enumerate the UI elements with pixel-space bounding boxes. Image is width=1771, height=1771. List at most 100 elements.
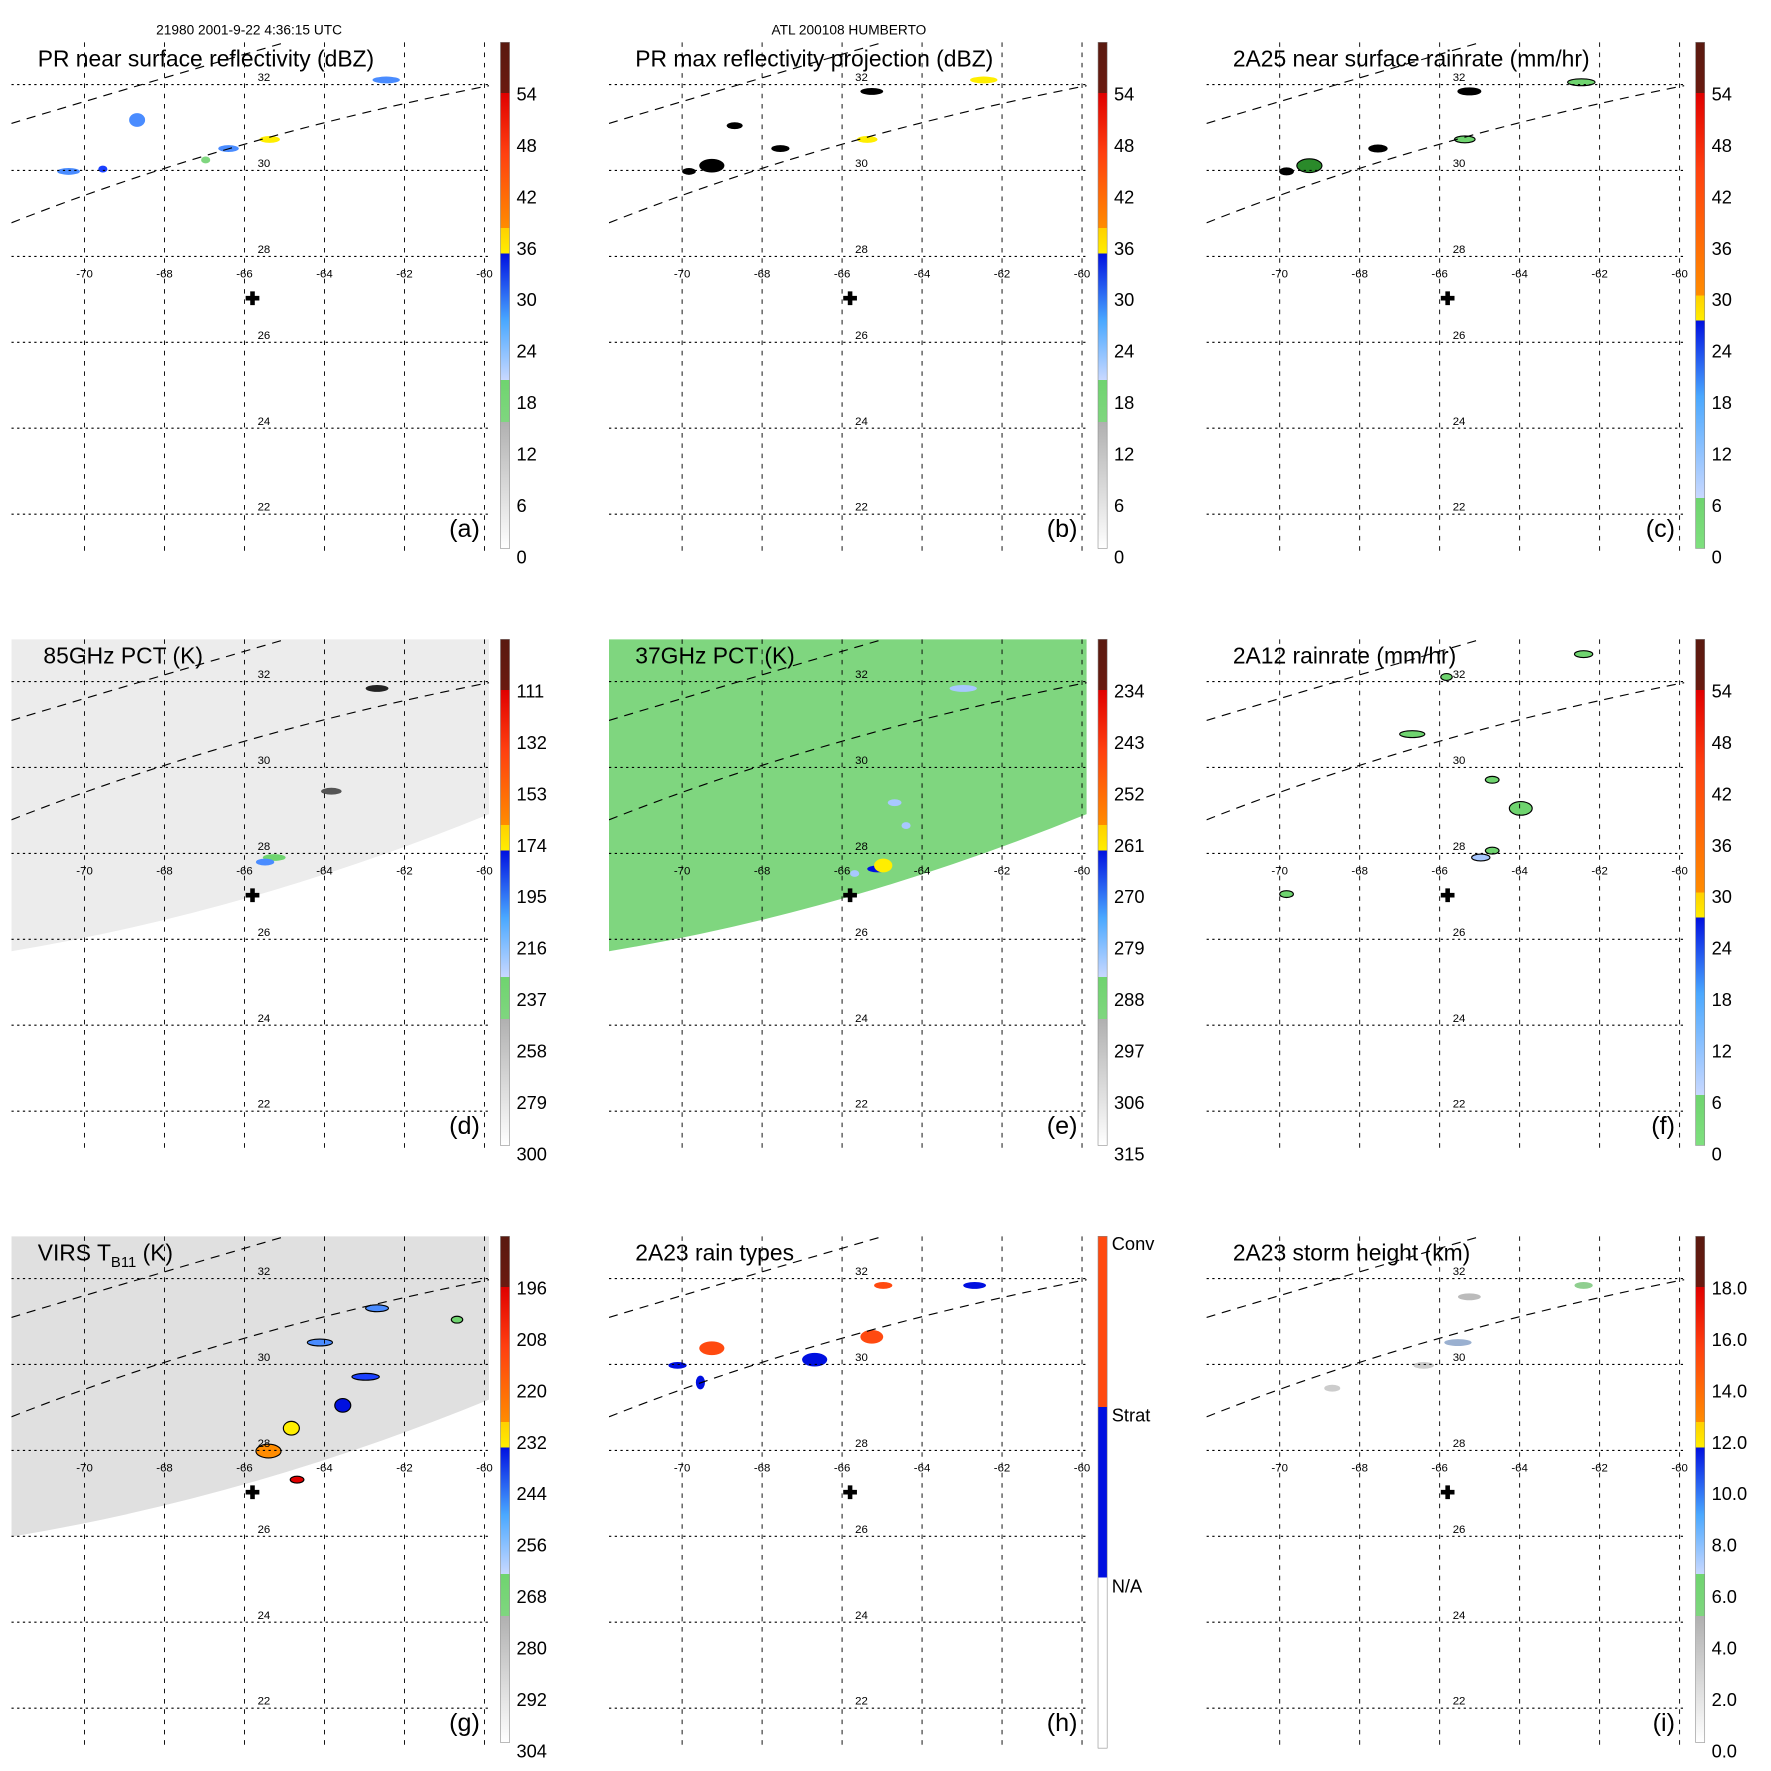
lat-label: 24 — [258, 416, 271, 428]
colorbar-tick-label: 14.0 — [1712, 1380, 1748, 1401]
lat-label: 26 — [855, 927, 868, 939]
precip-feature — [949, 684, 977, 692]
precip-feature — [1440, 672, 1453, 681]
lat-label: 30 — [855, 158, 868, 170]
colorbar-tick-label: 300 — [516, 1143, 546, 1164]
colorbar-tick-label: 48 — [1712, 135, 1732, 156]
swath-fill — [11, 639, 490, 952]
swath-fill — [608, 639, 1087, 952]
colorbar-tick-label: 232 — [516, 1432, 546, 1453]
lon-label: -62 — [994, 866, 1011, 878]
colorbar-tick-label: 48 — [516, 135, 536, 156]
lat-label: 30 — [258, 158, 271, 170]
lon-label: -68 — [1351, 1463, 1367, 1475]
lon-label: -62 — [994, 1463, 1011, 1475]
lon-label: -66 — [1431, 269, 1448, 281]
precip-feature — [726, 122, 743, 130]
plus-icon — [1440, 291, 1455, 306]
lat-label: 32 — [855, 1266, 868, 1278]
colorbar-tick-label: 6 — [1712, 1092, 1722, 1113]
precip-feature — [282, 1420, 300, 1436]
colorbar-tick-label: 54 — [516, 84, 536, 105]
colorbar-tick-label: 12.0 — [1712, 1432, 1748, 1453]
precip-feature — [255, 858, 275, 866]
colorbar-tick-label: 42 — [1712, 186, 1732, 207]
lon-label: -64 — [914, 1463, 931, 1475]
lat-label: 30 — [1453, 755, 1466, 767]
lat-label: 26 — [855, 1524, 868, 1536]
lat-label: 30 — [258, 755, 271, 767]
map-area — [11, 639, 490, 1154]
colorbar-tick-label: 258 — [516, 1040, 546, 1061]
lat-label: 26 — [258, 927, 271, 939]
colorbar-tick-label: 24 — [1712, 341, 1732, 362]
lon-label: -60 — [476, 1463, 493, 1475]
precip-feature — [365, 684, 389, 692]
precip-feature — [1573, 650, 1594, 659]
swath-edge-lower — [11, 682, 490, 821]
lon-label: -70 — [76, 866, 93, 878]
lon-label: -60 — [1074, 269, 1091, 281]
colorbar-tick-label: 24 — [1712, 938, 1732, 959]
colorbar-tick-label: 216 — [516, 938, 546, 959]
lon-label: -62 — [396, 866, 413, 878]
precip-feature — [802, 1352, 828, 1367]
lon-label: -70 — [76, 269, 93, 281]
lat-label: 24 — [1453, 1610, 1466, 1622]
panel-label: (c) — [1646, 515, 1675, 543]
swath-edge-upper — [11, 42, 286, 124]
lat-label: 32 — [1453, 669, 1466, 681]
plus-icon — [245, 888, 260, 903]
lat-label: 24 — [258, 1610, 271, 1622]
colorbar-tick-label: 237 — [516, 989, 546, 1010]
map-area — [608, 42, 1087, 557]
panel-label: (f) — [1651, 1112, 1675, 1140]
lon-label: -70 — [1271, 269, 1288, 281]
precip-feature — [1457, 87, 1482, 96]
swath-edge-lower — [608, 1279, 1087, 1418]
map-area — [1206, 639, 1685, 1154]
lon-label: -70 — [674, 269, 691, 281]
colorbar-tick-label: 315 — [1114, 1143, 1144, 1164]
colorbar-tick-label: 6 — [1114, 495, 1124, 516]
swath-edge-upper — [608, 1236, 884, 1318]
precip-feature — [1567, 78, 1596, 87]
colorbar — [1695, 638, 1706, 1146]
lat-label: 28 — [855, 841, 868, 853]
colorbar-tick-label: 6 — [516, 495, 526, 516]
colorbar-tick-label: 153 — [516, 783, 546, 804]
lat-label: 26 — [855, 330, 868, 342]
colorbar-tick-label: 2.0 — [1712, 1689, 1737, 1710]
lat-label: 30 — [855, 755, 868, 767]
panel-title: 37GHz PCT (K) — [635, 642, 795, 668]
colorbar-tick-label: 0 — [1712, 1143, 1722, 1164]
swath-edge-upper — [1206, 42, 1481, 124]
precip-feature — [874, 1281, 893, 1289]
colorbar — [500, 41, 510, 549]
panel-label: (g) — [449, 1709, 480, 1737]
lat-label: 28 — [1453, 841, 1466, 853]
panel-e: 32 30 28 26 24 22 -70 -68 -66 -64 -62 -60 37GHz PCT … — [608, 638, 1145, 1164]
colorbar-tick-label: 256 — [516, 1535, 546, 1556]
panel-d: 32 30 28 26 24 22 -70 -68 -66 -64 -62 -60 85GHz PCT … — [11, 638, 547, 1164]
panel-label: (h) — [1047, 1709, 1078, 1737]
colorbar-tick-label: 0 — [516, 546, 526, 567]
lat-label: 28 — [258, 1438, 271, 1450]
colorbar-tick-label: 12 — [1712, 443, 1732, 464]
lat-label: 28 — [855, 1438, 868, 1450]
colorbar-tick-label: 292 — [516, 1689, 546, 1710]
precip-feature — [901, 822, 911, 829]
colorbar-tick-label: 18 — [516, 392, 536, 413]
colorbar-tick-label: 306 — [1114, 1092, 1144, 1113]
precip-feature — [1574, 1281, 1593, 1289]
precip-feature — [450, 1315, 464, 1324]
panel-f: 32 30 28 26 24 22 -70 -68 -66 -64 -62 -60 2A12 rainr… — [1206, 638, 1732, 1164]
plus-icon — [1440, 888, 1455, 903]
lat-label: 30 — [1453, 1352, 1466, 1364]
lat-label: 32 — [855, 669, 868, 681]
precip-feature — [771, 145, 790, 152]
lon-label: -66 — [236, 866, 253, 878]
panel-label: (i) — [1653, 1709, 1675, 1737]
lon-label: -62 — [396, 269, 413, 281]
precip-feature — [860, 1329, 884, 1344]
